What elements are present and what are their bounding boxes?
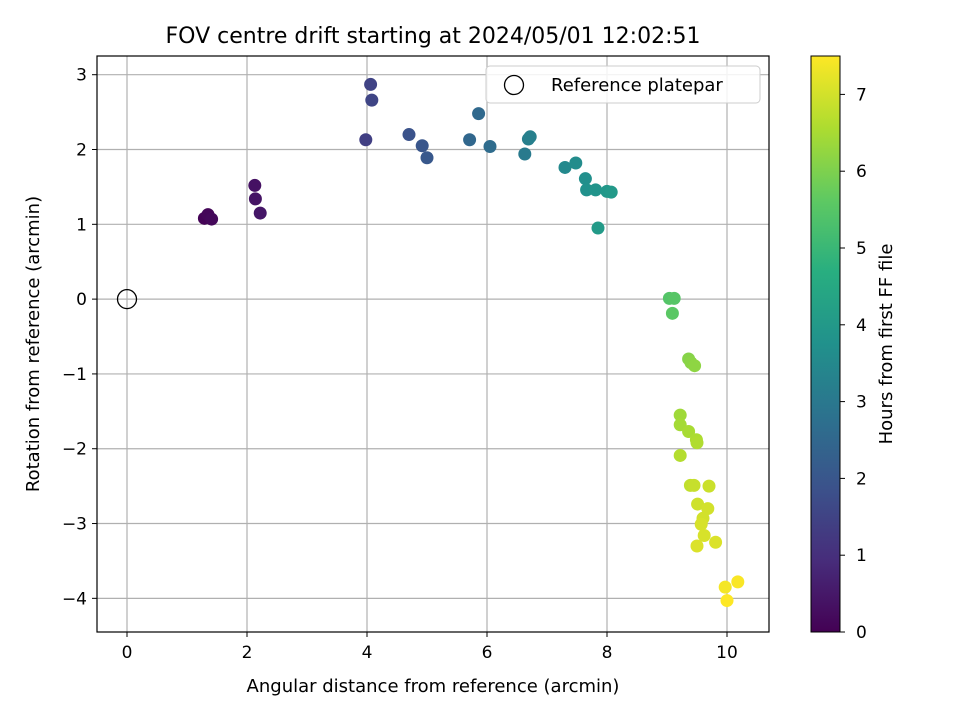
data-point (694, 517, 708, 531)
data-point (701, 502, 715, 516)
y-axis-label: Rotation from reference (arcmin) (23, 196, 44, 492)
y-axis-ticks: −4 −3 −2 −1 0 1 2 3 (62, 66, 97, 609)
data-point (691, 497, 705, 511)
data-point (364, 77, 378, 91)
colorbar-ticks: 0 1 2 3 4 5 6 7 (840, 85, 867, 643)
data-point (589, 183, 603, 197)
y-tick-label: −4 (62, 589, 87, 609)
chart-title: FOV centre drift starting at 2024/05/01 … (166, 24, 701, 49)
colorbar-tick-label: 4 (856, 316, 867, 336)
data-point (667, 291, 681, 305)
x-tick-label: 2 (242, 643, 253, 663)
data-point (463, 133, 477, 147)
y-tick-label: 3 (76, 66, 87, 86)
data-point (673, 408, 687, 422)
legend-entry-reference: Reference platepar (551, 75, 723, 96)
reference-marker (116, 288, 138, 310)
data-point (690, 539, 704, 553)
colorbar-label: Hours from first FF file (876, 244, 897, 445)
colorbar-tick-label: 5 (856, 239, 867, 259)
x-axis-label: Angular distance from reference (arcmin) (247, 676, 620, 697)
data-point (569, 156, 583, 170)
data-point (688, 359, 702, 373)
data-point (402, 128, 416, 142)
data-point (248, 178, 262, 192)
x-tick-label: 0 (122, 643, 133, 663)
data-point (580, 183, 594, 197)
colorbar-tick-label: 6 (856, 162, 867, 182)
colorbar-tick-label: 1 (856, 546, 867, 566)
colorbar-tick-label: 3 (856, 393, 867, 413)
y-tick-label: 1 (76, 215, 87, 235)
data-point (682, 425, 696, 439)
data-point (702, 479, 716, 493)
colorbar (810, 55, 841, 633)
data-point (578, 172, 592, 186)
y-tick-label: 2 (76, 141, 87, 161)
data-point (253, 206, 267, 220)
y-tick-label: −2 (62, 440, 87, 460)
grid (97, 56, 769, 632)
data-point (697, 529, 711, 543)
scatter-points (197, 77, 745, 608)
data-point (365, 93, 379, 107)
y-tick-label: 0 (76, 290, 87, 310)
colorbar-tick-label: 2 (856, 469, 867, 489)
x-tick-label: 10 (716, 643, 738, 663)
y-tick-label: −1 (62, 365, 87, 385)
colorbar-tick-label: 0 (856, 623, 867, 643)
reference-marker-group (116, 288, 138, 310)
data-point (248, 192, 262, 206)
legend-marker-reference (503, 74, 525, 96)
y-tick-label: −3 (62, 515, 87, 535)
data-point (472, 107, 486, 121)
plot-frame (96, 55, 770, 633)
data-point (415, 139, 429, 153)
data-point (420, 151, 434, 165)
data-point (558, 160, 572, 174)
data-point (359, 133, 373, 147)
legend-box (485, 65, 761, 104)
data-point (591, 221, 605, 235)
data-point (718, 580, 732, 594)
data-point (673, 448, 687, 462)
legend: Reference platepar (485, 65, 761, 104)
data-point (731, 575, 745, 589)
data-point (205, 212, 219, 226)
colorbar-tick-label: 7 (856, 85, 867, 105)
data-point (518, 147, 532, 161)
data-point (720, 594, 734, 608)
data-point (709, 535, 723, 549)
data-point (483, 140, 497, 154)
data-point (604, 185, 618, 199)
x-tick-label: 6 (482, 643, 493, 663)
data-point (523, 130, 537, 144)
data-point (690, 436, 704, 450)
x-axis-ticks: 0 2 4 6 8 10 (122, 632, 738, 663)
x-tick-label: 4 (362, 643, 373, 663)
data-point (665, 306, 679, 320)
data-point (687, 478, 701, 492)
x-tick-label: 8 (602, 643, 613, 663)
